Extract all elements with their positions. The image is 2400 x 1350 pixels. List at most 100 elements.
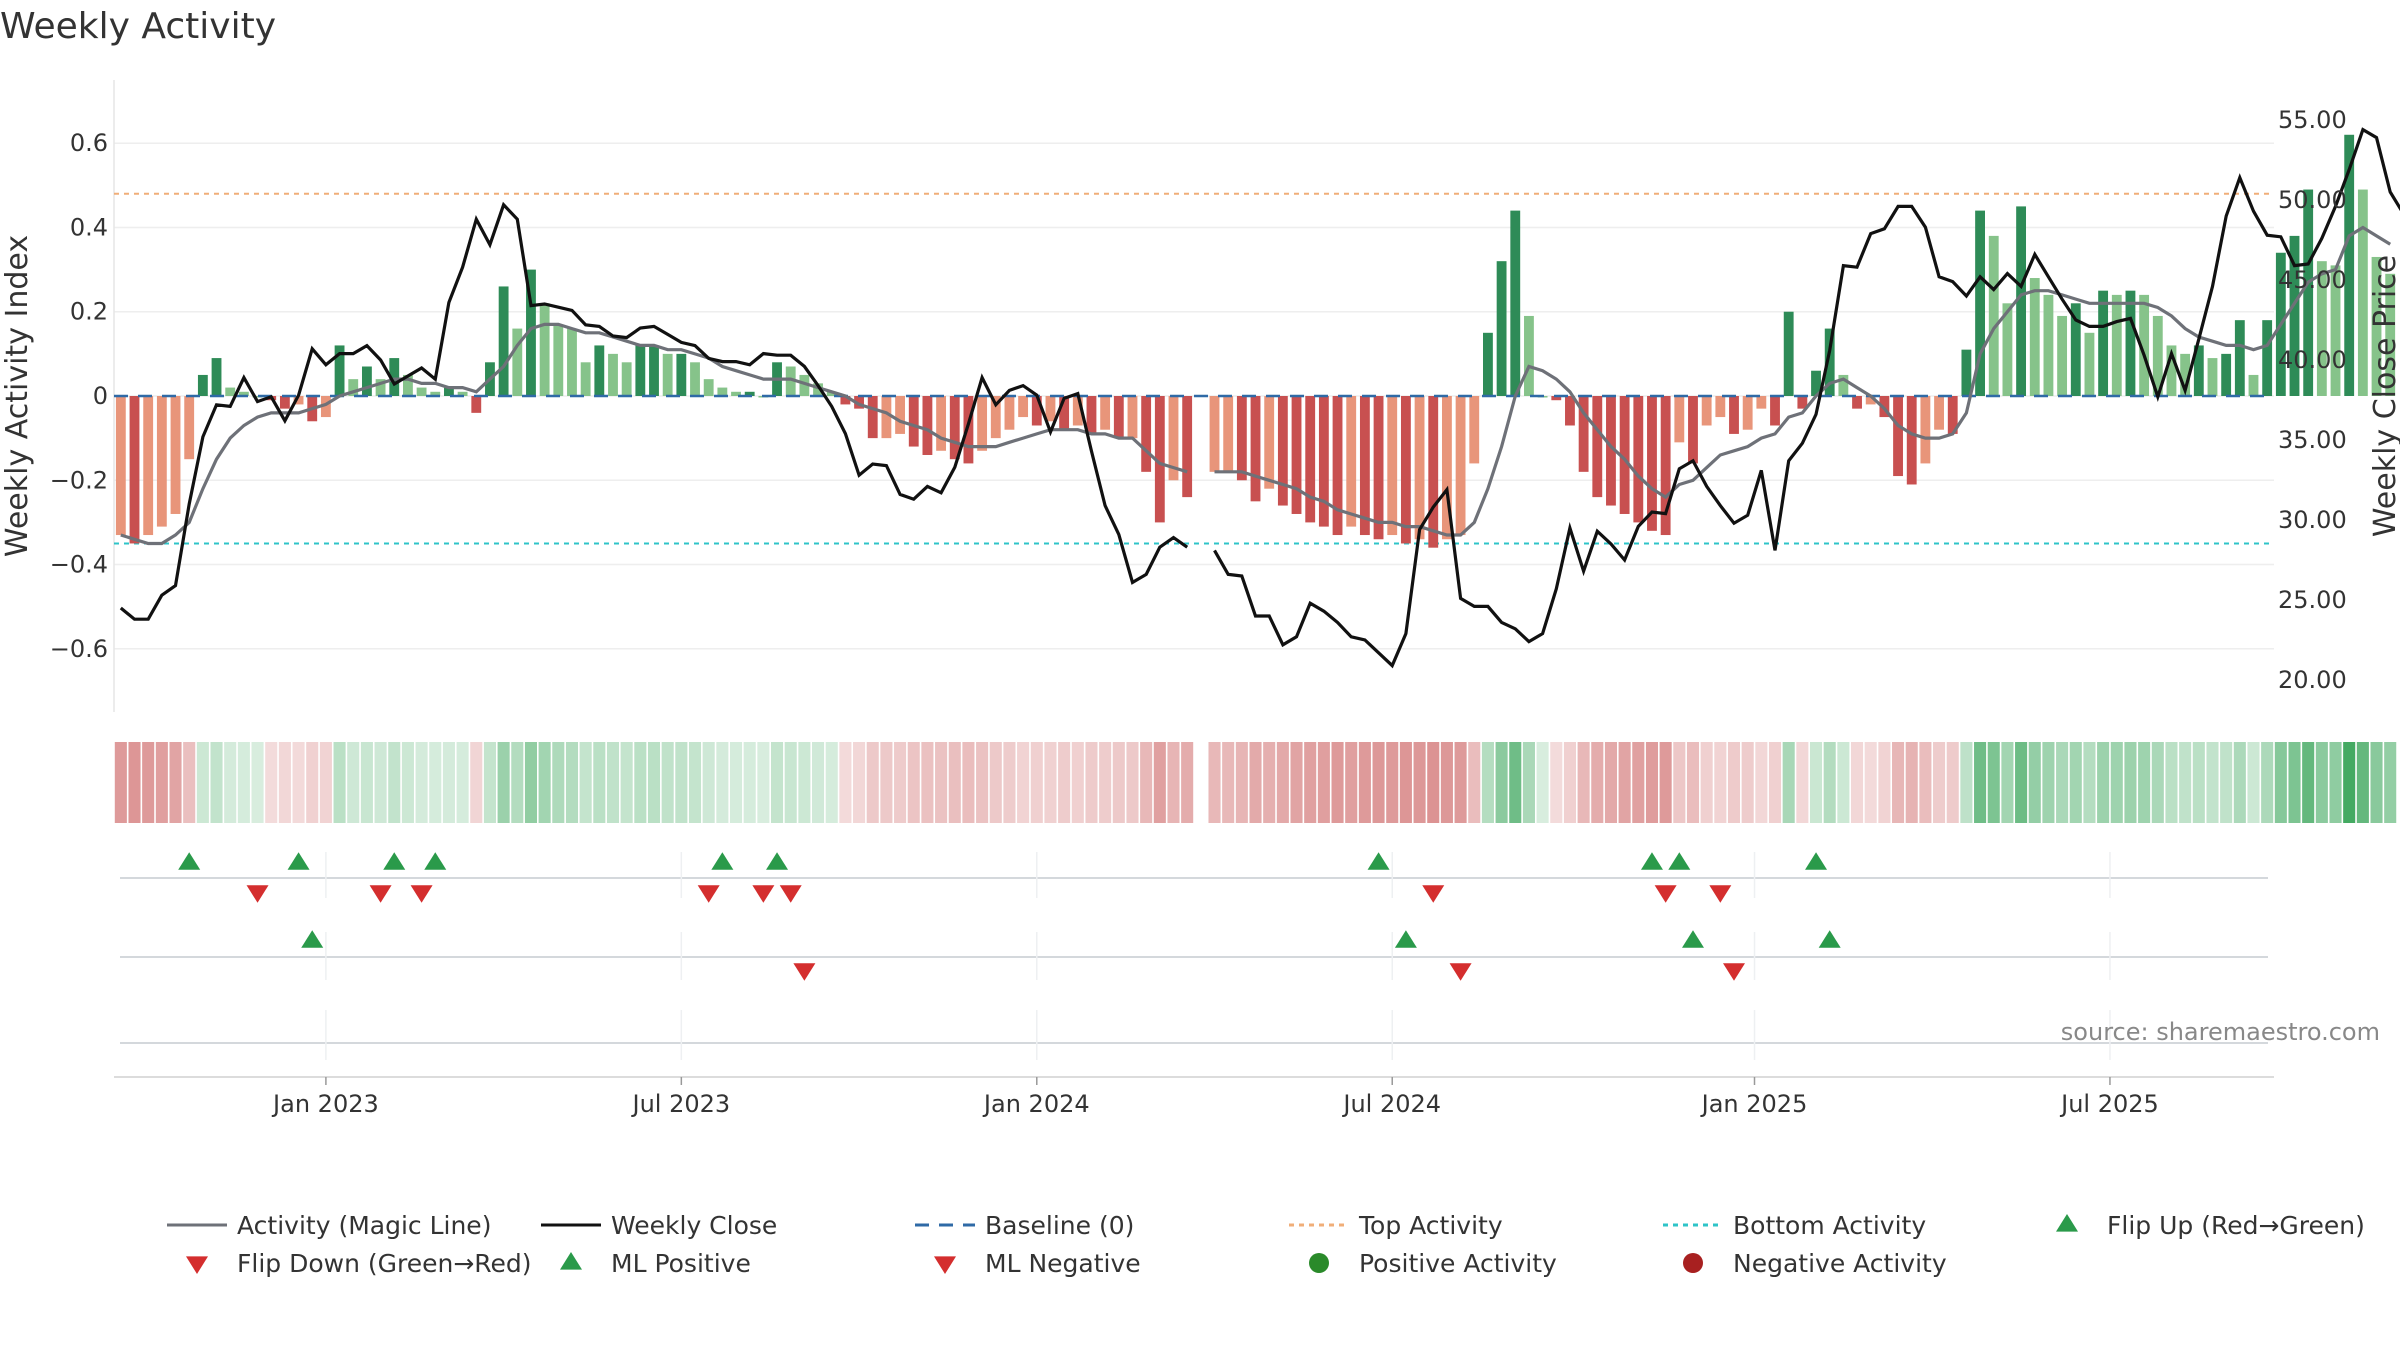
activity-bar <box>403 374 413 396</box>
flip-up-marker <box>766 852 789 870</box>
activity-bar <box>1660 396 1671 536</box>
activity-bar <box>1797 396 1808 409</box>
heat-cell <box>1290 742 1303 823</box>
heat-cell <box>1030 742 1043 823</box>
heat-cell <box>688 742 702 823</box>
heat-cell <box>1181 742 1194 823</box>
activity-bar <box>1729 396 1739 434</box>
activity-bar <box>895 396 905 434</box>
heat-cell <box>265 742 278 823</box>
heat-cell <box>2138 742 2151 823</box>
activity-bar <box>1852 396 1862 409</box>
activity-bar <box>1865 396 1876 405</box>
heat-cell <box>2056 742 2069 823</box>
left-tick-label: 0 <box>93 382 108 410</box>
activity-bar <box>2084 332 2095 396</box>
flip-down-marker <box>369 885 392 903</box>
heat-cell <box>1140 742 1153 823</box>
heat-cell <box>1878 742 1891 823</box>
flip-up-marker <box>178 852 201 870</box>
heat-cell <box>1331 742 1344 823</box>
activity-bar <box>785 366 796 396</box>
signal-markers <box>178 852 1841 981</box>
activity-bar <box>2330 265 2341 396</box>
right-tick-label: 20.00 <box>2278 666 2347 694</box>
activity-bar <box>457 391 468 396</box>
legend-item: Baseline (0) <box>915 1211 1134 1240</box>
activity-bar <box>2152 315 2163 396</box>
flip-up-marker <box>1640 852 1663 870</box>
heat-cell <box>1673 742 1686 823</box>
activity-bar <box>881 396 892 439</box>
heat-cell <box>155 742 168 823</box>
legend-label: Flip Up (Red→Green) <box>2107 1211 2365 1240</box>
heat-cell <box>1632 742 1645 823</box>
activity-bar <box>512 328 523 396</box>
legend-label: Positive Activity <box>1359 1249 1557 1278</box>
heat-cell <box>2001 742 2014 823</box>
heat-cell <box>1864 742 1877 823</box>
heat-cell <box>1003 742 1016 823</box>
x-tick-label: Jul 2024 <box>1341 1090 1441 1118</box>
activity-bar <box>553 324 564 396</box>
heat-cell <box>1700 742 1713 823</box>
ml-positive-marker <box>1818 930 1841 948</box>
heat-cell <box>1782 742 1795 823</box>
heat-cell <box>2042 742 2055 823</box>
activity-bar <box>703 379 714 396</box>
activity-bar <box>854 396 864 409</box>
activity-bar <box>1469 396 1480 464</box>
heat-cell <box>2302 742 2315 823</box>
heat-cell <box>1892 742 1905 823</box>
chart-title: Weekly Activity <box>0 6 276 47</box>
activity-bar <box>1619 396 1630 514</box>
activity-bar <box>1291 396 1302 514</box>
heat-cell <box>251 742 264 823</box>
activity-bar <box>1154 396 1165 523</box>
heat-cell <box>1167 742 1180 823</box>
activity-bar <box>1524 315 1534 396</box>
activity-bar <box>936 396 947 451</box>
legend-label: Bottom Activity <box>1733 1211 1926 1240</box>
legend-label: Baseline (0) <box>985 1211 1134 1240</box>
activity-bar <box>621 362 632 396</box>
legend-swatch <box>934 1256 956 1274</box>
heat-cell <box>2069 742 2082 823</box>
right-tick-label: 40.00 <box>2278 346 2347 374</box>
heat-cell <box>2261 742 2274 823</box>
activity-bar <box>1441 396 1452 540</box>
activity-bar <box>143 396 154 536</box>
heat-cell <box>880 742 893 823</box>
heat-cell <box>1741 742 1754 823</box>
heat-cell <box>661 742 674 823</box>
activity-bar <box>1387 396 1398 536</box>
legend-item: Flip Up (Red→Green) <box>2056 1211 2365 1240</box>
activity-bar <box>1592 396 1603 498</box>
heat-cell <box>1618 742 1631 823</box>
heat-cell <box>2206 742 2219 823</box>
ml-negative-marker <box>793 963 816 981</box>
heat-cell <box>1017 742 1030 823</box>
activity-bar <box>690 362 700 396</box>
heat-cell <box>497 742 510 823</box>
activity-bar <box>1934 396 1944 430</box>
activity-bar <box>375 379 386 396</box>
flip-up-marker <box>1367 852 1390 870</box>
activity-bar <box>2262 320 2273 396</box>
heat-cell <box>2370 742 2383 823</box>
heat-cell <box>183 742 196 823</box>
heat-cell <box>1960 742 1973 823</box>
heat-cell <box>2083 742 2096 823</box>
activity-bar <box>2057 315 2068 396</box>
right-tick-label: 55.00 <box>2278 106 2347 134</box>
activity-bar <box>813 383 823 396</box>
legend-label: ML Positive <box>611 1249 751 1278</box>
marker-panels <box>120 852 2268 1060</box>
activity-bar <box>744 391 755 396</box>
heat-cell <box>1768 742 1782 823</box>
activity-bar <box>2125 290 2136 396</box>
heat-cell <box>2274 742 2287 823</box>
activity-bar <box>156 396 167 527</box>
activity-bar <box>1770 396 1780 426</box>
